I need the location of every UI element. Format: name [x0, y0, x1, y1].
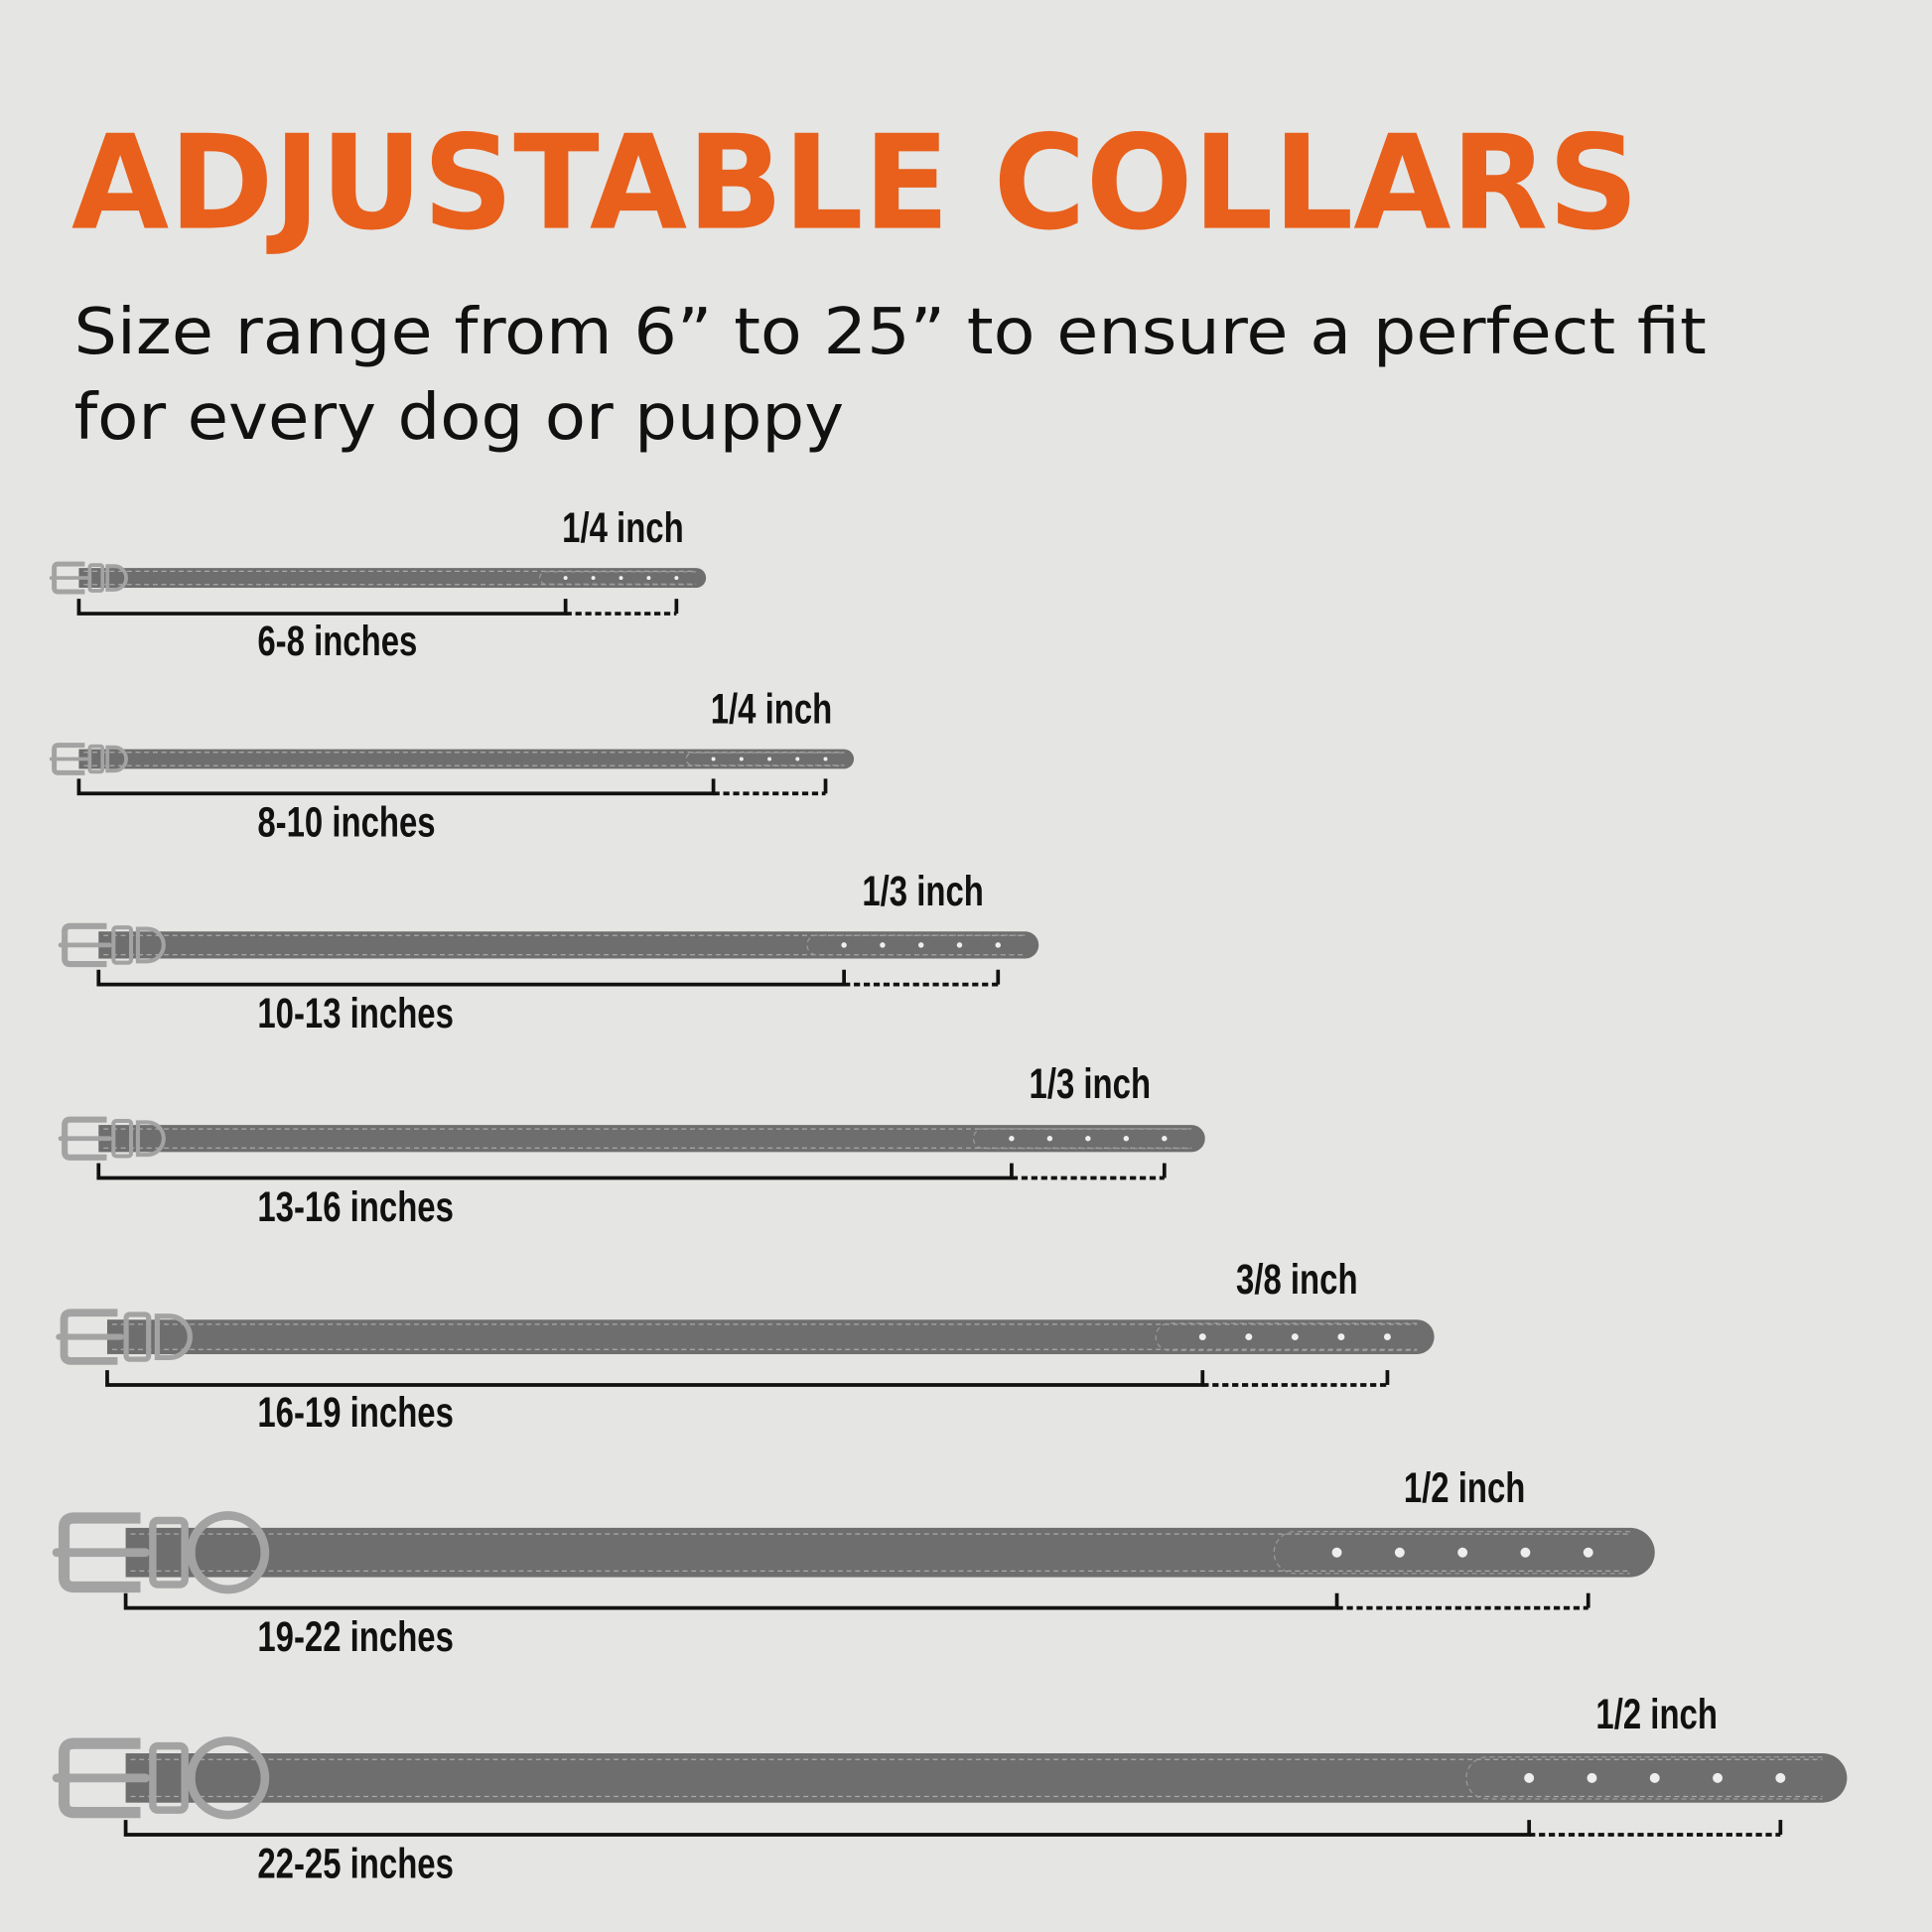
collar-strap [98, 931, 1039, 959]
hole [563, 576, 568, 581]
hole [1383, 1333, 1391, 1341]
hole [917, 942, 924, 948]
hole [1457, 1547, 1468, 1558]
size-range-label: 8-10 inches [257, 800, 435, 847]
collar-strap [125, 1527, 1655, 1578]
hole [739, 757, 744, 761]
o-ring-icon [187, 1511, 270, 1594]
adjustment-zone [1273, 1531, 1630, 1575]
hole [711, 757, 716, 761]
d-ring-icon [105, 564, 128, 592]
hole [1331, 1547, 1342, 1558]
hole [956, 942, 963, 948]
hole [1046, 1136, 1053, 1142]
length-bracket [123, 1820, 1532, 1837]
subtitle-line-2: for every dog or puppy [73, 380, 844, 455]
d-ring-icon [135, 1120, 166, 1158]
hole-spacing-label: 3/8 inch [1236, 1257, 1358, 1304]
hole [841, 942, 847, 948]
size-range-label: 16-19 inches [257, 1390, 454, 1437]
hole [1245, 1333, 1253, 1341]
hole [1775, 1772, 1786, 1783]
collar-4: 1/3 inch 13-16 inches [58, 1061, 1205, 1231]
size-range-label: 19-22 inches [257, 1614, 454, 1661]
hole [1394, 1547, 1405, 1558]
hole [795, 757, 800, 761]
keeper-loop [87, 744, 105, 774]
hole [646, 576, 651, 581]
hole [591, 576, 596, 581]
size-range-label: 10-13 inches [257, 991, 454, 1037]
adjustment-zone [1465, 1756, 1823, 1800]
length-bracket [96, 969, 846, 987]
collar-strap [78, 568, 707, 588]
keeper-loop [111, 1118, 134, 1159]
hole [1713, 1772, 1724, 1783]
hole-spacing-label: 1/2 inch [1595, 1692, 1718, 1738]
length-bracket [105, 1370, 1205, 1387]
hole [674, 576, 679, 581]
hole [1085, 1136, 1091, 1142]
length-bracket [76, 599, 568, 616]
o-ring-icon [187, 1736, 270, 1820]
hole [1520, 1547, 1531, 1558]
hole [1583, 1547, 1593, 1558]
hole-spacing-label: 1/2 inch [1404, 1465, 1526, 1512]
d-ring-icon [105, 745, 128, 773]
collar-5: 3/8 inch 16-19 inches [56, 1257, 1435, 1437]
hole [823, 757, 828, 761]
collar-1: 1/4 inch 6-8 inches [49, 505, 707, 665]
collar-3: 1/3 inch 10-13 inches [58, 869, 1039, 1037]
hole-spacing-label: 1/3 inch [862, 869, 984, 915]
collar-7: 1/2 inch 22-25 inches [52, 1692, 1848, 1888]
keeper-loop [87, 563, 105, 593]
hole [619, 576, 623, 581]
hole [995, 942, 1001, 948]
adjustment-zone [1155, 1322, 1418, 1351]
page-title: ADJUSTABLE COLLARS [71, 108, 1639, 260]
hole [1123, 1136, 1130, 1142]
hole [1009, 1136, 1015, 1142]
keeper-loop [149, 1516, 189, 1588]
subtitle-line-1: Size range from 6” to 25” to ensure a pe… [73, 295, 1706, 369]
collar-strap [125, 1753, 1848, 1803]
length-bracket [123, 1592, 1339, 1610]
adjustment-zone [972, 1128, 1192, 1150]
hole [1162, 1136, 1168, 1142]
hole [1524, 1772, 1535, 1783]
d-ring-icon [135, 926, 166, 964]
d-ring-icon [154, 1313, 193, 1361]
size-range-label: 22-25 inches [257, 1842, 454, 1888]
keeper-loop [149, 1741, 189, 1814]
size-range-label: 6-8 inches [257, 619, 417, 665]
hole-spacing-label: 1/4 inch [562, 505, 684, 552]
hole [1587, 1772, 1597, 1783]
hole-spacing-label: 1/3 inch [1030, 1061, 1152, 1108]
collar-strap [106, 1319, 1435, 1354]
collar-6: 1/2 inch 19-22 inches [52, 1465, 1655, 1661]
collar-strap [78, 749, 855, 769]
size-range-label: 13-16 inches [257, 1184, 454, 1231]
hole [1337, 1333, 1345, 1341]
collar-2: 1/4 inch 8-10 inches [49, 687, 855, 847]
length-bracket [96, 1163, 1014, 1180]
keeper-loop [111, 925, 134, 965]
adjustment-zone [806, 934, 1026, 956]
hole [767, 757, 772, 761]
hole [880, 942, 886, 948]
adjustment-zone [538, 571, 697, 585]
hole [1291, 1333, 1299, 1341]
hole [1198, 1333, 1206, 1341]
hole-spacing-label: 1/4 inch [711, 687, 833, 734]
keeper-loop [123, 1311, 152, 1362]
collar-strap [98, 1125, 1205, 1153]
hole [1649, 1772, 1660, 1783]
length-bracket [76, 778, 716, 796]
